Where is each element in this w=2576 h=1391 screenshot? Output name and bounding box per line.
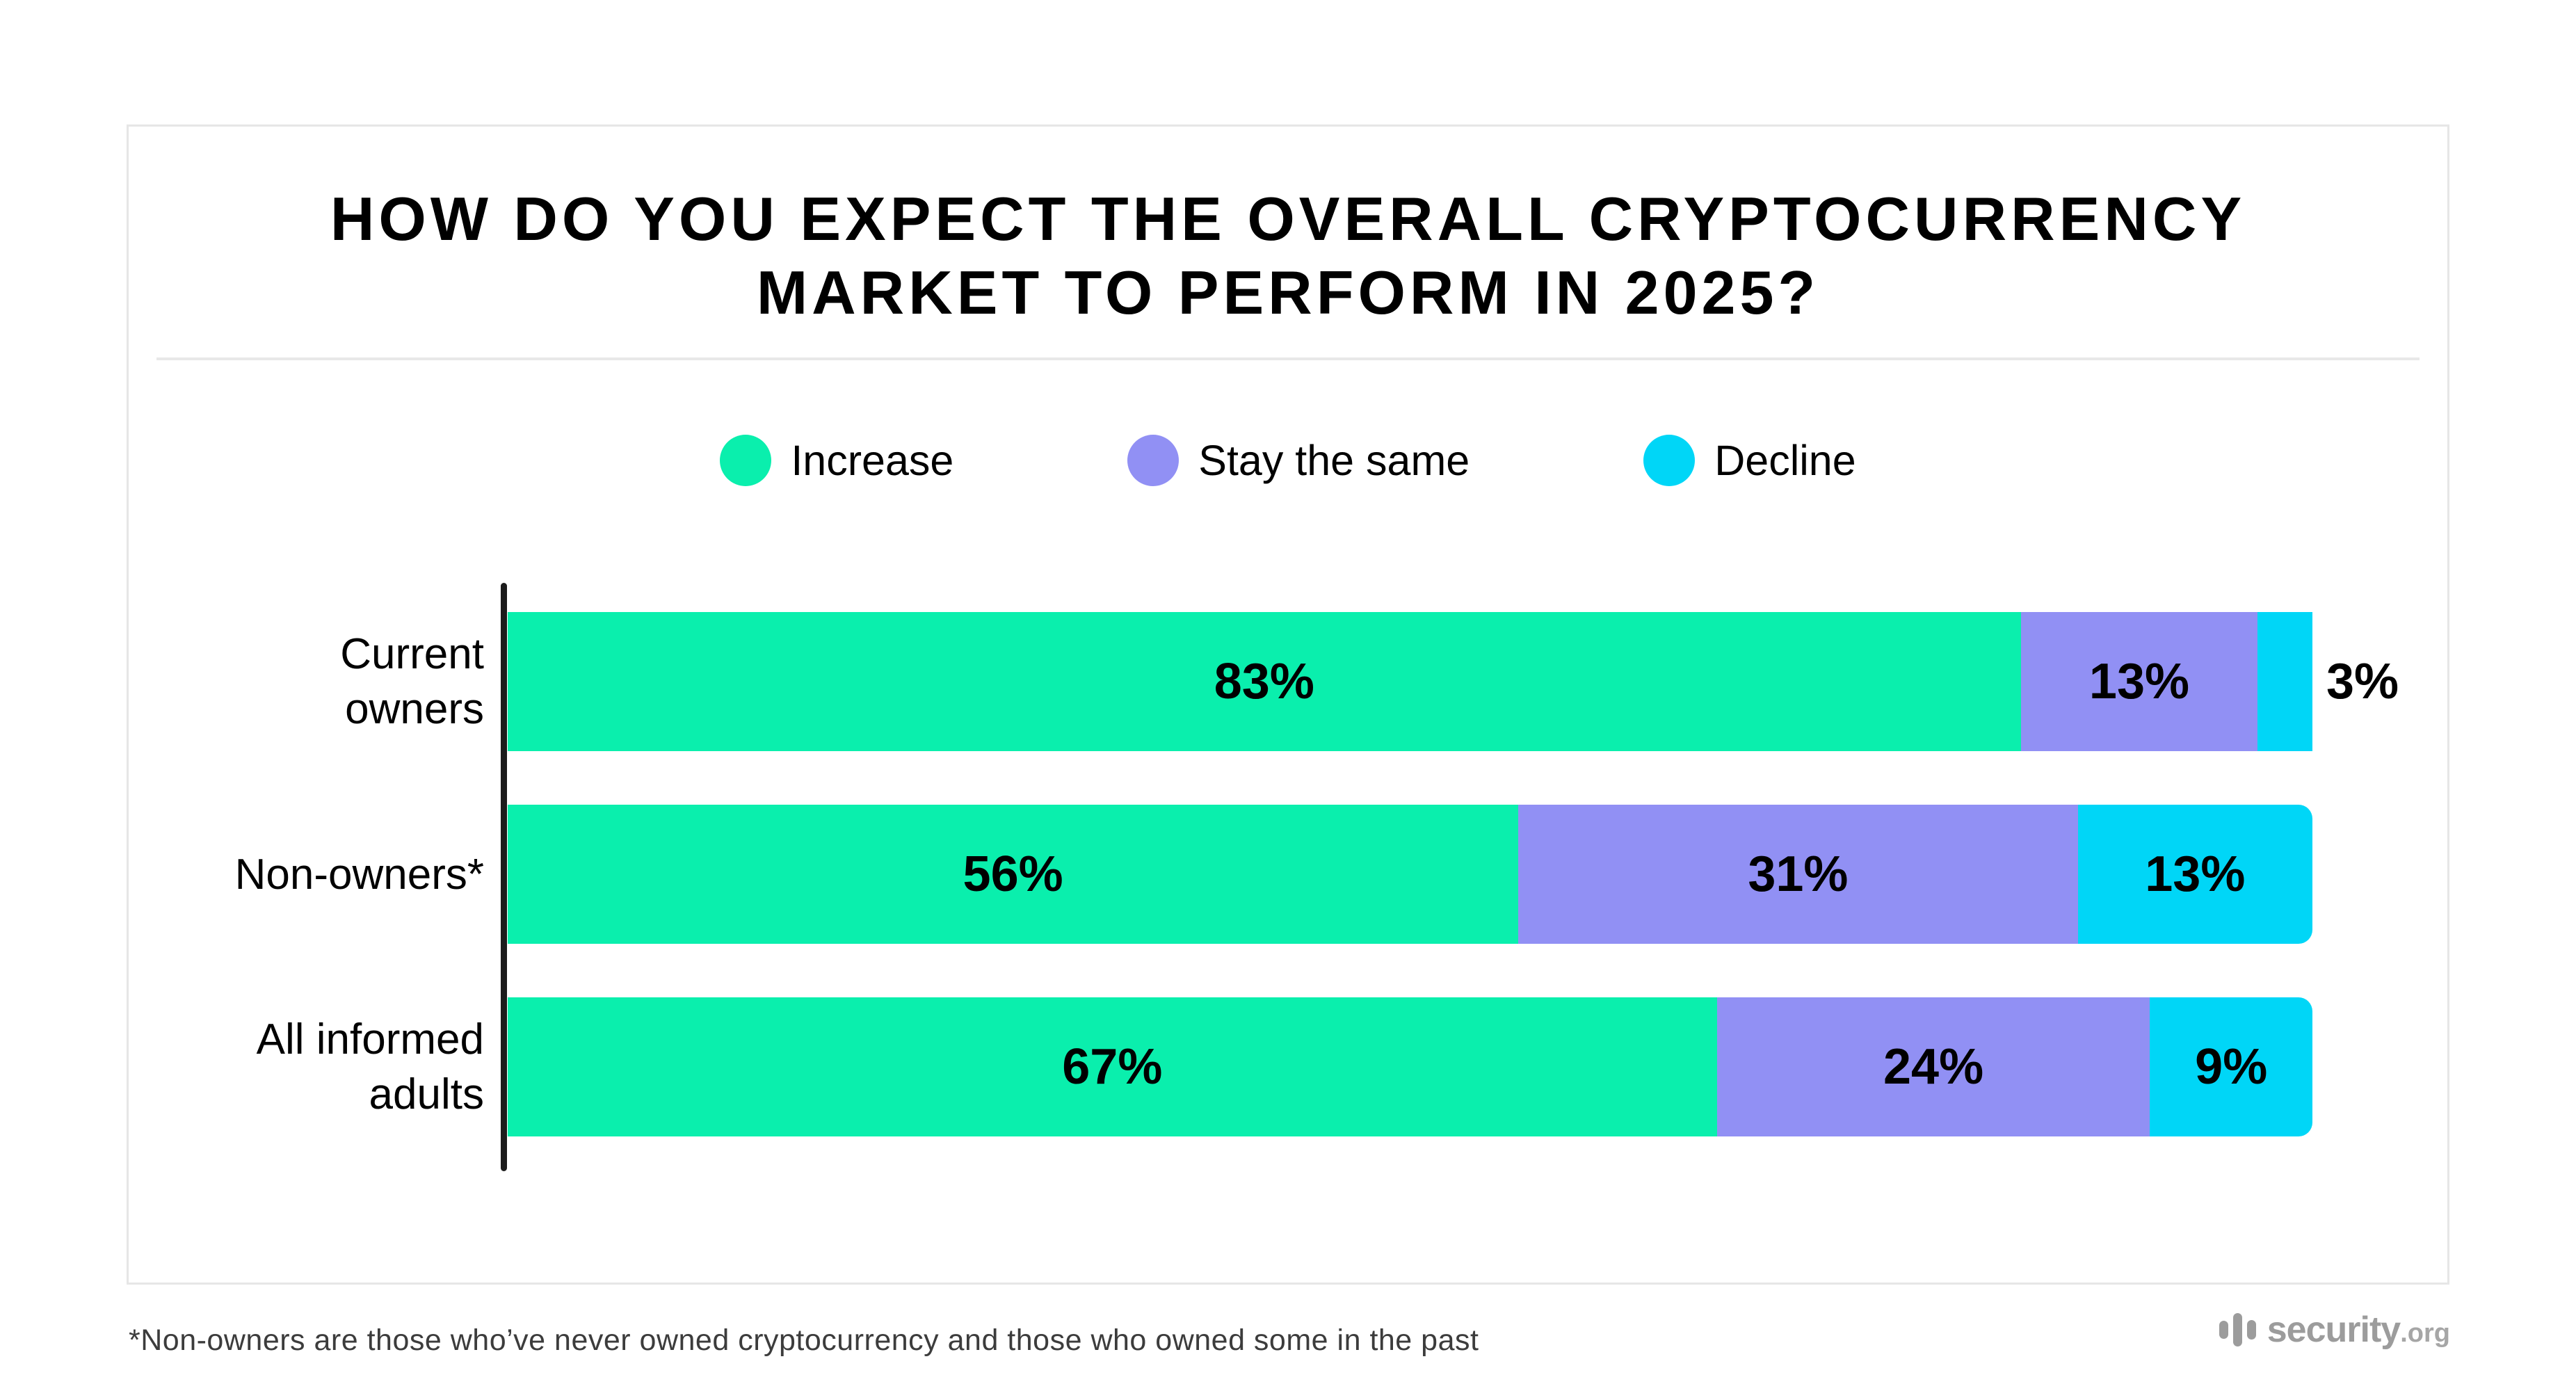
legend-label: Decline	[1714, 437, 1856, 484]
chart-card: HOW DO YOU EXPECT THE OVERALL CRYPTOCURR…	[127, 124, 2449, 1285]
bar-segment-increase: 56%	[508, 805, 1519, 944]
bar-row-all-informed-adults: All informed adults 67% 24% 9%	[129, 997, 2447, 1136]
segment-value: 24%	[1883, 1039, 1984, 1095]
footnote: *Non-owners are those who’ve never owned…	[129, 1324, 1479, 1357]
bar-segment-increase: 83%	[508, 612, 2021, 751]
bar-segment-increase: 67%	[508, 997, 1717, 1136]
logo-text: security .org	[2267, 1309, 2450, 1351]
segment-value: 3%	[2326, 654, 2399, 709]
segment-value: 13%	[2088, 654, 2190, 709]
legend-label: Stay the same	[1198, 437, 1470, 484]
bar-segment-decline	[2257, 612, 2312, 751]
segment-value: 9%	[2195, 1039, 2268, 1095]
bar-track: 83% 13% 3%	[508, 612, 2399, 751]
y-axis-line	[501, 583, 507, 1171]
bar-row-non-owners: Non-owners* 56% 31% 13%	[129, 805, 2447, 944]
bar-segment-stay-the-same: 24%	[1716, 997, 2150, 1136]
row-label: Non-owners*	[234, 850, 484, 899]
bar-segment-decline: 9%	[2150, 997, 2312, 1136]
row-label: All informed adults	[256, 1015, 484, 1118]
legend-swatch-decline	[1643, 435, 1696, 486]
row-label: Current owners	[340, 630, 484, 733]
legend-label: Increase	[791, 437, 954, 484]
bar-segment-stay-the-same: 31%	[1518, 805, 2078, 944]
bar-segment-stay-the-same: 13%	[2020, 612, 2258, 751]
logo-name: security	[2267, 1310, 2401, 1350]
segment-value: 13%	[2145, 846, 2246, 902]
soundwave-logo-icon	[2219, 1313, 2256, 1346]
segment-value: 31%	[1748, 846, 1849, 902]
logo-tld: .org	[2400, 1319, 2450, 1348]
legend-swatch-increase	[720, 435, 772, 486]
chart-title: HOW DO YOU EXPECT THE OVERALL CRYPTOCURR…	[330, 184, 2246, 327]
segment-value: 56%	[963, 846, 1063, 902]
legend-item-decline: Decline	[1643, 435, 1856, 486]
bar-track: 67% 24% 9%	[508, 997, 2312, 1136]
bar-chart: Current owners 83% 13% 3% Non-owners* 56% 31% 1…	[129, 612, 2447, 1136]
legend-item-stay-the-same: Stay the same	[1127, 435, 1470, 486]
legend: Increase Stay the same Decline	[129, 435, 2447, 486]
segment-value: 83%	[1214, 654, 1314, 709]
bar-row-current-owners: Current owners 83% 13% 3%	[129, 612, 2447, 751]
legend-item-increase: Increase	[720, 435, 953, 486]
bar-segment-decline: 13%	[2077, 805, 2312, 944]
title-divider	[156, 357, 2420, 360]
bar-track: 56% 31% 13%	[508, 805, 2312, 944]
legend-swatch-stay-the-same	[1127, 435, 1180, 486]
security-org-logo: security .org	[2219, 1309, 2450, 1351]
segment-value: 67%	[1062, 1039, 1163, 1095]
